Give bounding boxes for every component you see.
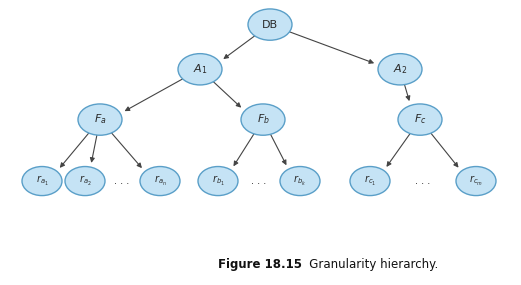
Ellipse shape	[280, 166, 320, 196]
Text: DB: DB	[262, 20, 278, 30]
Ellipse shape	[178, 54, 222, 85]
Ellipse shape	[78, 104, 122, 135]
Ellipse shape	[241, 104, 285, 135]
Ellipse shape	[248, 9, 292, 40]
Text: Granularity hierarchy.: Granularity hierarchy.	[298, 258, 438, 271]
Ellipse shape	[22, 166, 62, 196]
Ellipse shape	[456, 166, 496, 196]
Ellipse shape	[398, 104, 442, 135]
Text: $r_{c_1}$: $r_{c_1}$	[364, 174, 376, 188]
Text: $F_c$: $F_c$	[414, 113, 426, 127]
Text: . . .: . . .	[415, 176, 431, 186]
Text: $F_b$: $F_b$	[256, 113, 269, 127]
Text: $r_{a_1}$: $r_{a_1}$	[35, 174, 48, 188]
Text: $A_1$: $A_1$	[193, 62, 207, 76]
Ellipse shape	[65, 166, 105, 196]
Ellipse shape	[140, 166, 180, 196]
Text: $r_{c_m}$: $r_{c_m}$	[469, 174, 483, 188]
Ellipse shape	[378, 54, 422, 85]
Text: $r_{a_2}$: $r_{a_2}$	[79, 174, 91, 188]
Text: $r_{a_n}$: $r_{a_n}$	[154, 174, 166, 188]
Text: $r_{b_1}$: $r_{b_1}$	[212, 174, 225, 188]
Text: $r_{b_k}$: $r_{b_k}$	[293, 174, 307, 188]
Text: Figure 18.15: Figure 18.15	[218, 258, 302, 271]
Text: . . .: . . .	[251, 176, 267, 186]
Text: $F_a$: $F_a$	[94, 113, 106, 127]
Ellipse shape	[350, 166, 390, 196]
Text: $A_2$: $A_2$	[393, 62, 407, 76]
Ellipse shape	[198, 166, 238, 196]
Text: . . .: . . .	[115, 176, 130, 186]
